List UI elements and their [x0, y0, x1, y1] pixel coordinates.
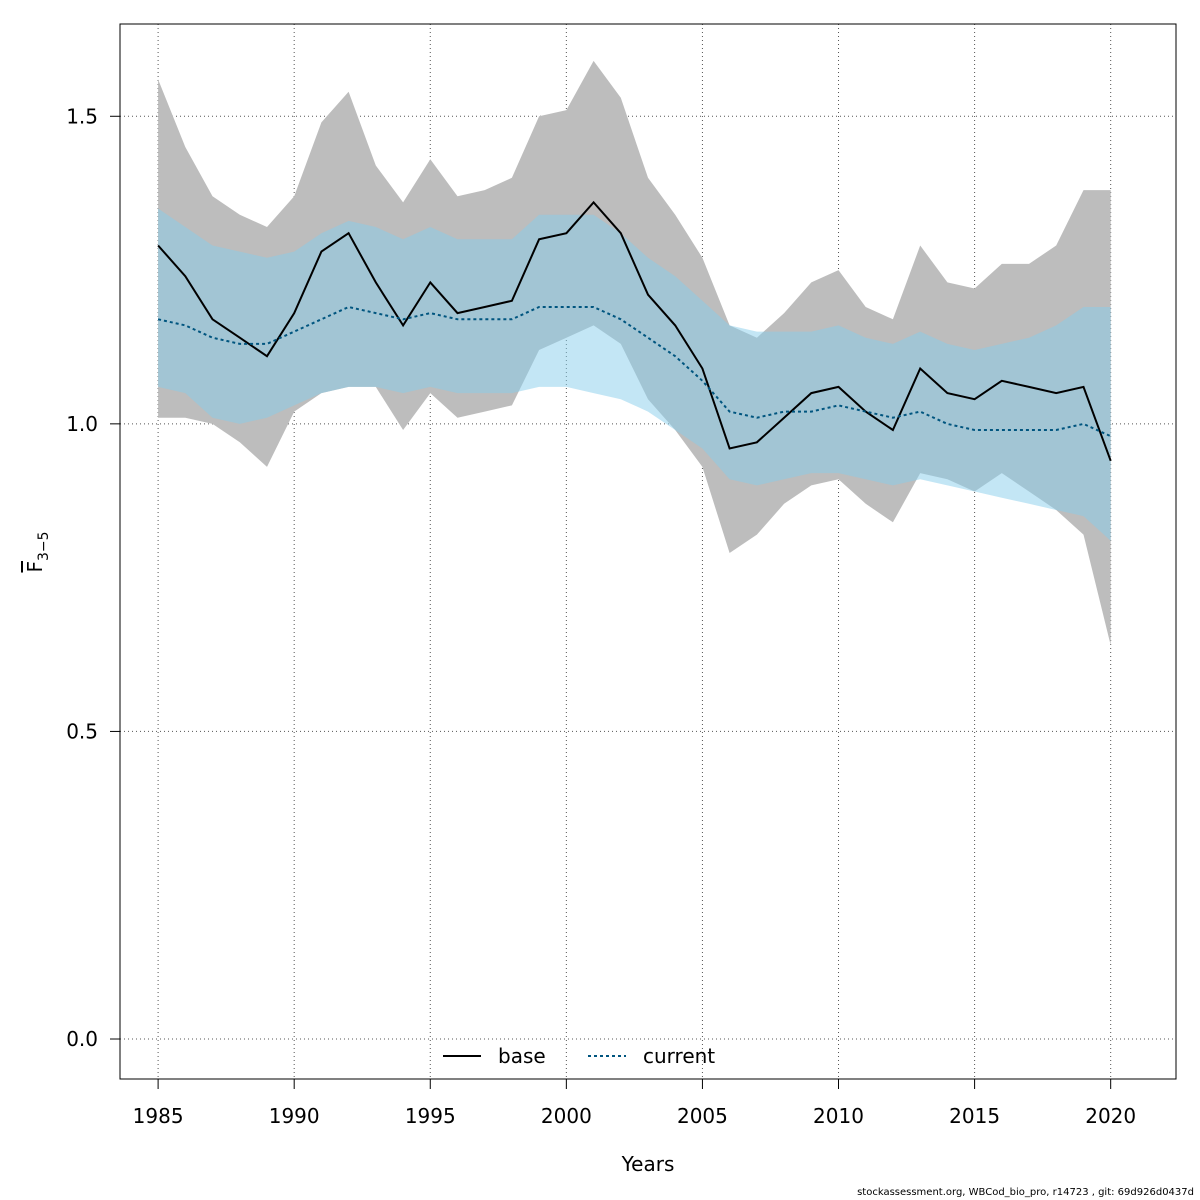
y-tick-label: 0.0: [66, 1027, 98, 1051]
x-tick-label: 1990: [269, 1104, 320, 1128]
grid-lines: [120, 24, 1176, 1079]
confidence-bands: [158, 60, 1111, 646]
y-axis: 0.0 0.5 1.0 1.5: [66, 104, 120, 1051]
footer-credit: stockassessment.org, WBCod_bio_pro, r147…: [857, 1187, 1194, 1198]
y-axis-title-sub: 3−5: [36, 531, 52, 561]
y-tick-label: 0.5: [66, 719, 98, 743]
x-tick-label: 1995: [405, 1104, 456, 1128]
line-current: [157, 305, 1112, 438]
plot-frame: [119, 23, 1177, 1080]
legend-label-base: base: [498, 1044, 546, 1068]
band-current: [158, 208, 1111, 541]
line-base: [157, 200, 1112, 462]
series-lines: [157, 200, 1112, 462]
x-tick-label: 2020: [1085, 1104, 1136, 1128]
y-axis-title-main: F: [23, 561, 47, 573]
legend: base current: [443, 1044, 715, 1068]
y-tick-label: 1.0: [66, 412, 98, 436]
svg-text:F3−5: F3−5: [23, 531, 52, 572]
x-axis: 1985 1990 1995 2000 2005 2010 2015 2020: [133, 1079, 1136, 1128]
x-tick-label: 2000: [541, 1104, 592, 1128]
x-axis-title: Years: [621, 1152, 675, 1176]
x-tick-label: 1985: [133, 1104, 184, 1128]
y-axis-title: F3−5: [23, 531, 52, 572]
x-tick-label: 2015: [949, 1104, 1000, 1128]
legend-label-current: current: [643, 1044, 715, 1068]
x-tick-label: 2005: [677, 1104, 728, 1128]
x-tick-label: 2010: [813, 1104, 864, 1128]
y-tick-label: 1.5: [66, 104, 98, 128]
